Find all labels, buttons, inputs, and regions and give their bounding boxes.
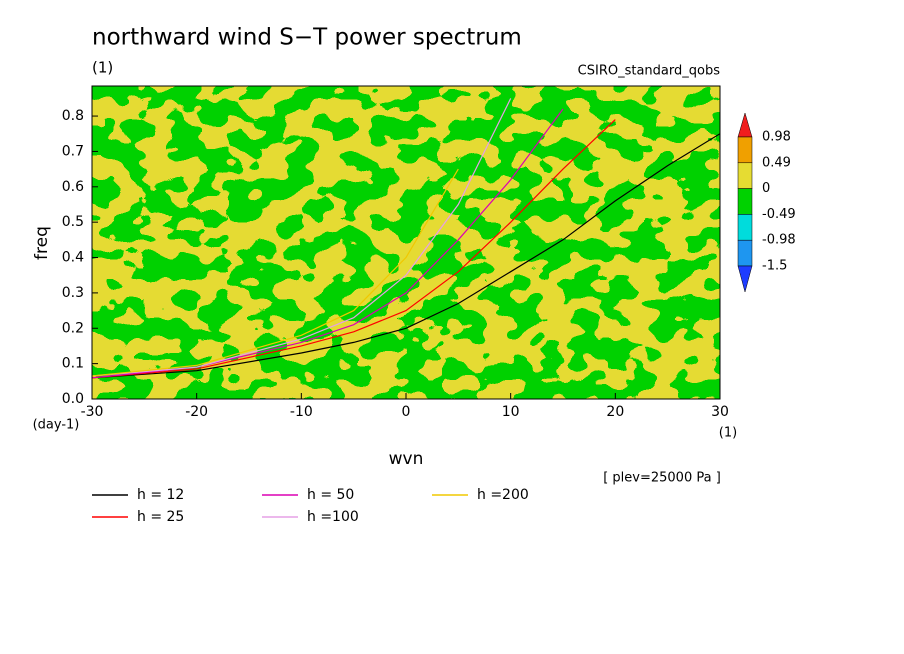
x-tick-label: 10 (502, 404, 520, 420)
x-tick-label: -20 (185, 404, 208, 420)
colorbar-label: 0.49 (762, 155, 791, 170)
legend-label: h =100 (307, 509, 359, 525)
legend-label: h = 25 (137, 509, 184, 525)
colorbar-cap (737, 112, 753, 138)
contour-field (92, 86, 720, 399)
y-tick-label: 0.6 (62, 179, 84, 195)
curve (92, 168, 459, 377)
lines (92, 98, 720, 379)
note: [ plev=25000 Pa ] (603, 471, 721, 486)
colorbar-label: -0.49 (762, 207, 796, 222)
plot-area (92, 86, 720, 399)
y-tick-label: 0.8 (62, 108, 84, 124)
y-tick-label: 0.4 (62, 250, 84, 266)
y-tick-label: 0.5 (62, 214, 84, 230)
x-tick-label: 20 (606, 404, 624, 420)
chart-title: northward wind S−T power spectrum (92, 25, 522, 51)
y-tick-label: 0.2 (62, 320, 84, 336)
x-tick-label: -10 (290, 404, 313, 420)
curve (92, 98, 512, 377)
colorbar-box (737, 136, 753, 164)
y-tick-label: 0.0 (62, 391, 84, 407)
colorbar-box (737, 214, 753, 241)
curve (92, 119, 616, 379)
source-label: CSIRO_standard_qobs (578, 64, 721, 79)
subtitle: (1) (92, 59, 113, 77)
colorbar-label: 0.98 (762, 130, 791, 145)
y-axis-unit: (day-1) (33, 418, 80, 433)
colorbar-box (737, 188, 753, 215)
colorbar-cap (737, 265, 753, 293)
colorbar-label: -1.5 (762, 259, 787, 274)
x-axis-unit: (1) (719, 426, 737, 441)
y-axis-title: freq (32, 226, 52, 260)
colorbar-label: -0.98 (762, 233, 796, 248)
y-tick-label: 0.1 (62, 356, 84, 372)
y-tick-label: 0.7 (62, 143, 84, 159)
x-tick-label: 0 (402, 404, 411, 420)
y-tick-label: 0.3 (62, 285, 84, 301)
x-tick-label: 30 (711, 404, 729, 420)
colorbar-box (737, 239, 753, 267)
legend-label: h = 50 (307, 487, 354, 503)
curve (92, 133, 720, 379)
legend-label: h = 12 (137, 487, 184, 503)
colorbar-box (737, 162, 753, 189)
colorbar-label: 0 (762, 181, 770, 196)
x-tick-label: -30 (81, 404, 104, 420)
legend-label: h =200 (477, 487, 529, 503)
x-axis-title: wvn (389, 449, 424, 469)
